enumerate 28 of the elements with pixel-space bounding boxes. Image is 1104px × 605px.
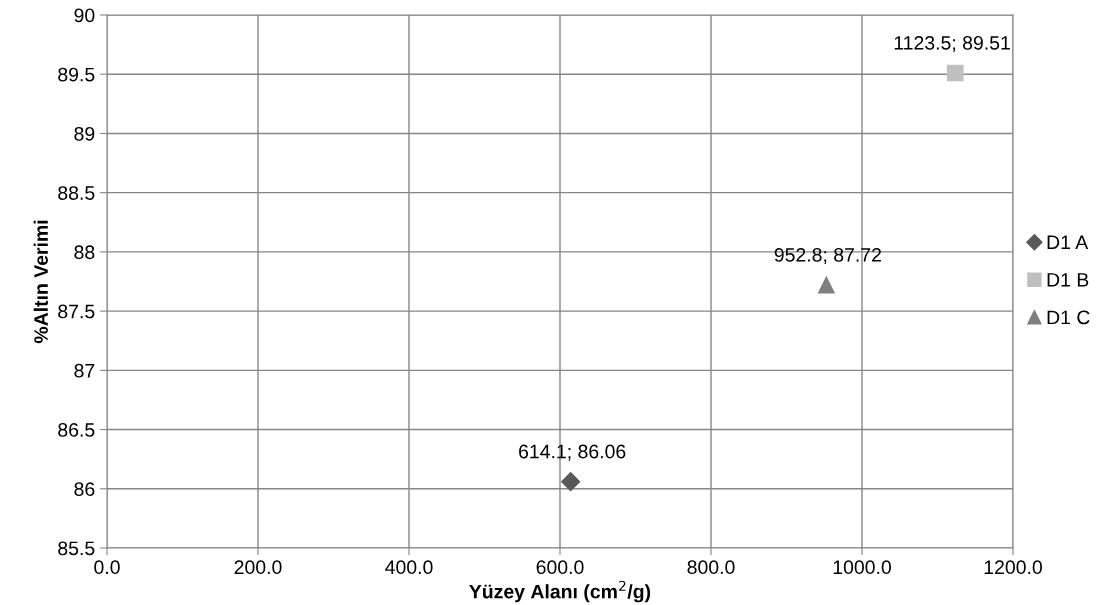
x-tick-label: 400.0 — [385, 560, 433, 575]
data-label: 614.1; 86.06 — [519, 444, 626, 461]
x-tick-label: 1000.0 — [833, 560, 891, 575]
point — [561, 472, 581, 492]
y-tick-label: 85.5 — [58, 541, 95, 556]
y-tick-label: 86 — [74, 482, 95, 497]
y-tick-label: 89 — [74, 126, 95, 141]
y-tick-label: 86.5 — [58, 423, 95, 437]
x-tick-label: 200.0 — [234, 560, 282, 575]
x-axis-title: Yüzey Alanı (cm$^{2}$/g) — [469, 580, 651, 603]
legend-label: D1 C — [1047, 310, 1090, 325]
y-tick-label: 88 — [74, 245, 95, 260]
legend-label: D1 A — [1047, 235, 1089, 249]
x-tick-label: 800.0 — [687, 560, 735, 575]
legend-label: D1 B — [1047, 273, 1089, 287]
y-tick-label: 88.5 — [58, 186, 95, 200]
data-label: 952.8; 87.72 — [774, 248, 881, 265]
point — [818, 276, 835, 294]
x-tick-label: 0.0 — [94, 560, 120, 575]
x-tick-label: 1200.0 — [984, 560, 1042, 575]
data-label: 1123.5; 89.51 — [894, 35, 1010, 53]
point — [946, 64, 964, 82]
y-tick-label: 90 — [74, 8, 95, 23]
x-tick-label: 600.0 — [536, 560, 584, 575]
y-tick-label: 89.5 — [58, 67, 95, 82]
y-axis-title: %Altın Verimi — [33, 220, 48, 344]
y-tick-label: 87 — [74, 363, 95, 378]
y-tick-label: 87.5 — [58, 304, 95, 319]
